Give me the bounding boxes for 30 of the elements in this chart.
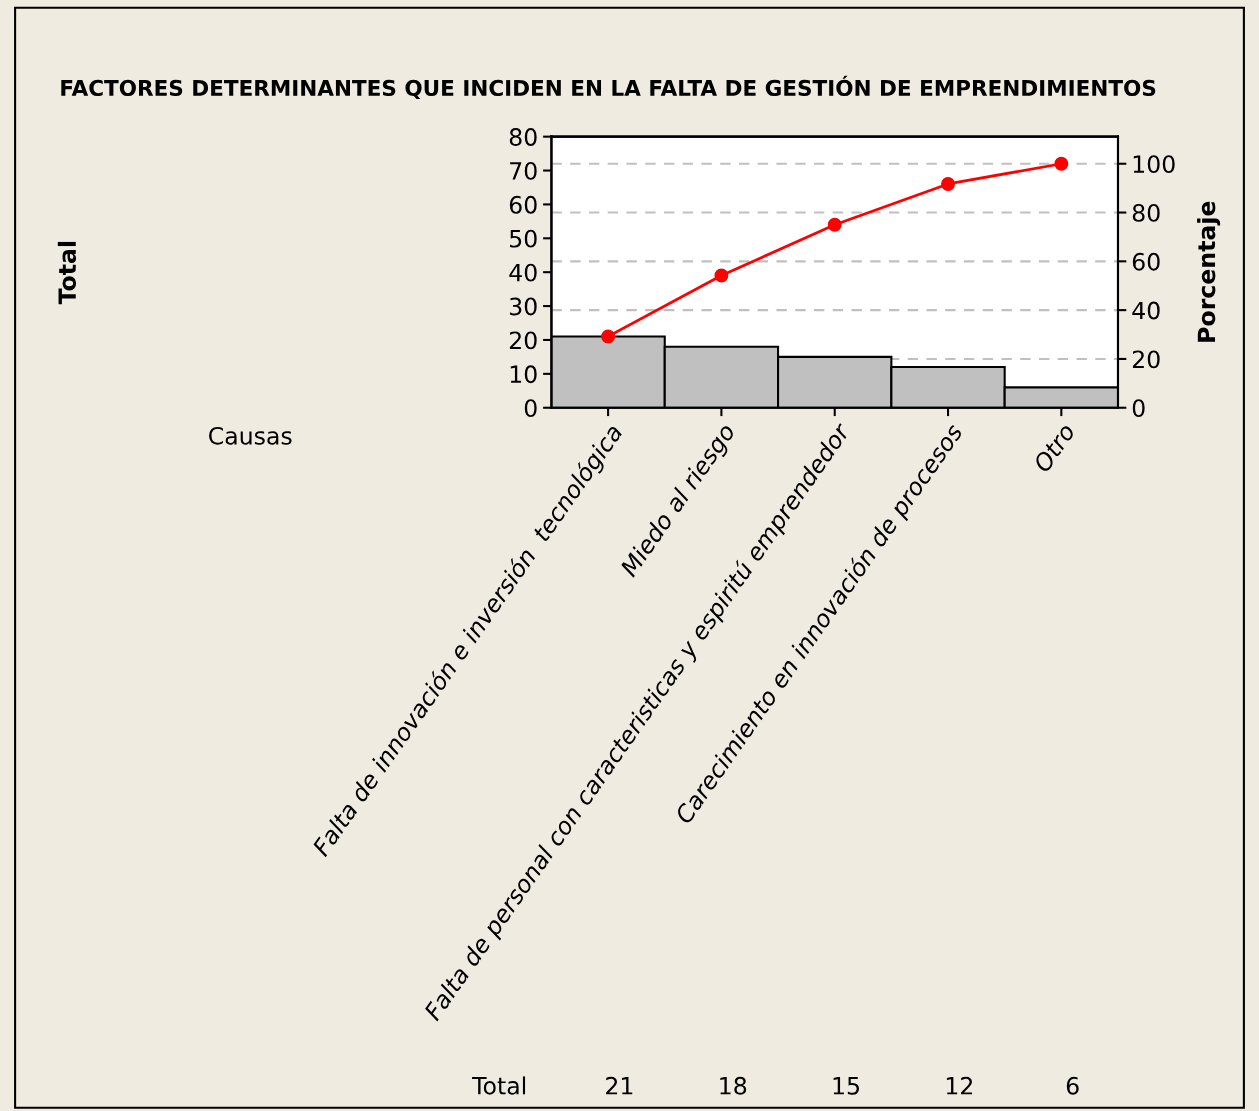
- data-label: 6: [1066, 1076, 1079, 1095]
- y-tick-label: 40: [509, 263, 537, 282]
- y2-tick-label: 60: [1132, 252, 1160, 271]
- y2-tick-label: 40: [1132, 301, 1160, 320]
- y2-tick-label: 100: [1133, 155, 1175, 174]
- y-tick-label: 10: [510, 365, 537, 384]
- text: Total: [57, 241, 77, 305]
- point: [941, 177, 955, 191]
- point: [827, 217, 842, 232]
- y-tick-label: 70: [510, 161, 537, 180]
- data-label: 21: [606, 1076, 633, 1095]
- y2-tick-label: 0: [1132, 399, 1145, 418]
- point: [601, 329, 616, 344]
- point: [714, 268, 729, 283]
- text: Total: [472, 1076, 526, 1095]
- chart-title: FACTORES DETERMINANTES QUE INCIDEN EN LA FALTA DE GESTIÓN DE EMPRENDIMIENTOS: [61, 75, 1156, 99]
- y-tick-label: 50: [510, 229, 537, 248]
- data-label: 12: [946, 1076, 973, 1095]
- y-tick-label: 60: [509, 195, 537, 214]
- y2-tick-label: 80: [1132, 203, 1160, 222]
- y-tick-label: 80: [509, 128, 537, 146]
- x-axis-title: Causas: [209, 426, 292, 445]
- y-tick-label: 0: [524, 399, 537, 418]
- y2-tick-label: 20: [1132, 350, 1160, 369]
- point: [1054, 156, 1069, 171]
- data-label: 15: [833, 1077, 860, 1095]
- y2-axis-title: Porcentaje: [1197, 201, 1221, 342]
- y-tick-label: 30: [510, 297, 537, 316]
- y-tick-label: 20: [509, 331, 537, 350]
- data-label: 18: [720, 1076, 747, 1095]
